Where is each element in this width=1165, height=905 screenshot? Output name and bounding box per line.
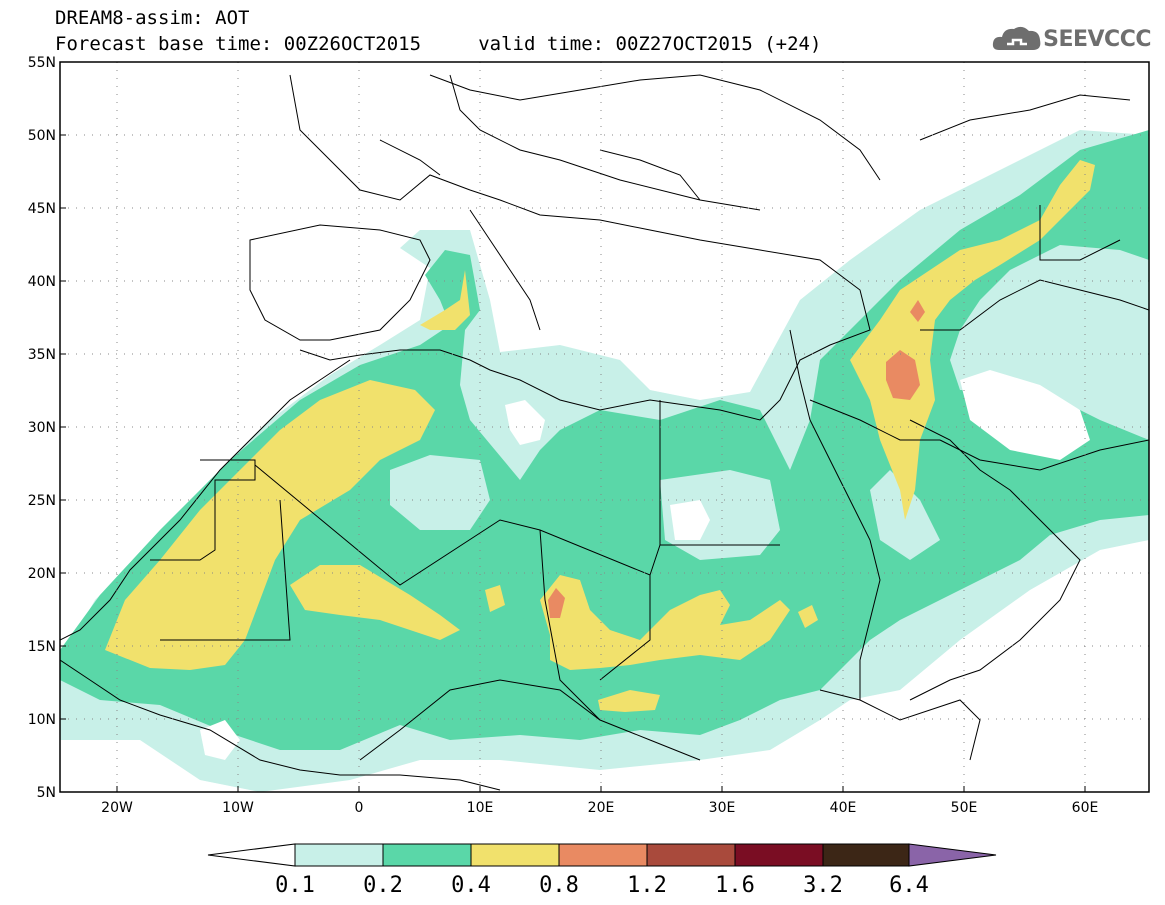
lon-label: 30E (709, 800, 736, 816)
colorbar-label: 3.2 (803, 873, 843, 898)
colorbar-swatch (470, 843, 560, 867)
lat-label: 55N (28, 55, 56, 71)
lat-label: 50N (28, 128, 56, 144)
lat-label: 25N (28, 493, 56, 509)
colorbar-label: 0.2 (363, 873, 403, 898)
lat-label: 5N (37, 785, 56, 801)
aot-level-0.8 (548, 300, 925, 618)
lon-label: 10E (467, 800, 494, 816)
seevccc-logo: SEEVCCC (991, 22, 1151, 56)
colorbar-label: 0.8 (539, 873, 579, 898)
lat-label: 40N (28, 274, 56, 290)
lon-label: 20E (588, 800, 615, 816)
lat-label: 15N (28, 639, 56, 655)
colorbar-swatch (646, 843, 736, 867)
aot-level-0.4 (105, 160, 1095, 712)
colorbar-label: 1.6 (715, 873, 755, 898)
longitude-axis: 20W 10W 0 10E 20E 30E 40E 50E 60E (101, 786, 1098, 816)
latitude-axis: 55N 50N 45N 40N 35N 30N 25N 20N 15N 10N … (28, 55, 66, 801)
lat-label: 10N (28, 712, 56, 728)
colorbar-swatch (382, 843, 472, 867)
colorbar-swatch (822, 843, 910, 867)
logo-text: SEEVCCC (1043, 26, 1151, 52)
colorbar-under-arrow (207, 843, 296, 867)
lon-label: 50E (951, 800, 978, 816)
coastlines-borders (60, 74, 1149, 791)
forecast-time-label: Forecast base time: 00Z26OCT2015 valid t… (55, 33, 822, 55)
colorbar-label: 6.4 (889, 873, 929, 898)
colorbar-label: 1.2 (627, 873, 667, 898)
lat-label: 20N (28, 566, 56, 582)
lon-label: 20W (101, 800, 133, 816)
colorbar-swatch (734, 843, 824, 867)
colorbar-over-arrow (908, 843, 997, 867)
colorbar-label: 0.1 (275, 873, 315, 898)
lat-label: 35N (28, 347, 56, 363)
lon-label: 40E (830, 800, 857, 816)
cloud-icon (993, 26, 1041, 50)
lat-label: 30N (28, 420, 56, 436)
colorbar-label: 0.4 (451, 873, 491, 898)
map-title: DREAM8-assim: AOT (55, 7, 250, 29)
lon-label: 60E (1072, 800, 1099, 816)
lon-label: 0 (355, 800, 364, 816)
lon-label: 10W (222, 800, 254, 816)
colorbar-swatch (558, 843, 648, 867)
colorbar-swatch (294, 843, 384, 867)
gridlines (60, 62, 1149, 792)
lat-label: 45N (28, 201, 56, 217)
colorbar: 0.1 0.2 0.4 0.8 1.2 1.6 3.2 6.4 (207, 843, 997, 898)
